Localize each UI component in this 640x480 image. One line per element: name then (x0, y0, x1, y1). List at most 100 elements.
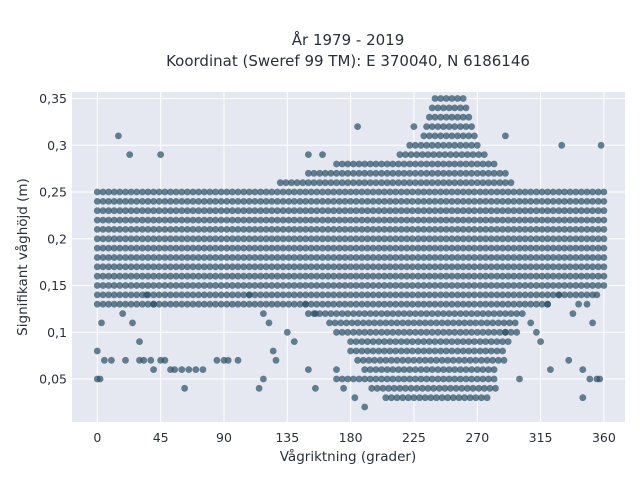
data-point (352, 263, 360, 271)
data-point (442, 216, 450, 224)
data-point (302, 244, 309, 252)
data-point (455, 356, 463, 364)
data-point (510, 216, 518, 224)
data-point (510, 244, 518, 252)
data-point (167, 235, 174, 243)
data-point (572, 272, 580, 280)
data-point (510, 235, 518, 243)
data-point (340, 384, 347, 392)
data-point (268, 254, 276, 261)
data-point (260, 375, 267, 383)
data-point (240, 198, 248, 205)
data-point (352, 272, 360, 280)
data-point (579, 366, 587, 373)
data-point (355, 169, 363, 177)
data-point (184, 226, 191, 233)
data-point (240, 282, 248, 289)
data-point (229, 235, 236, 243)
data-point (431, 207, 439, 215)
data-point (561, 207, 568, 215)
data-point (510, 198, 518, 205)
data-point (366, 160, 374, 168)
data-point (217, 282, 225, 289)
data-point (352, 226, 360, 233)
data-point (533, 263, 540, 271)
data-point (223, 291, 231, 299)
data-point (285, 282, 293, 289)
data-point (343, 319, 350, 327)
data-point (341, 235, 349, 243)
data-point (454, 95, 461, 102)
data-point (302, 226, 309, 233)
data-point (510, 291, 518, 299)
data-point (324, 188, 332, 196)
data-point (457, 310, 464, 317)
data-point (496, 179, 504, 187)
data-point (411, 169, 419, 177)
data-point (462, 310, 470, 317)
data-point (426, 254, 433, 261)
data-point (189, 263, 197, 271)
data-point (414, 188, 422, 196)
data-point (93, 207, 101, 215)
data-point (313, 244, 321, 252)
data-point (521, 254, 529, 261)
data-point (245, 216, 253, 224)
data-point (459, 244, 467, 252)
data-point (290, 272, 298, 280)
data-point (93, 188, 101, 196)
data-point (487, 347, 495, 355)
data-point (116, 244, 124, 252)
data-point (184, 291, 191, 299)
data-point (319, 235, 326, 243)
data-point (234, 356, 242, 364)
data-point (476, 198, 484, 205)
data-point (195, 226, 203, 233)
data-point (257, 188, 264, 196)
data-point (358, 272, 366, 280)
data-point (462, 104, 470, 112)
data-point (172, 244, 180, 252)
data-point (504, 207, 512, 215)
data-point (538, 282, 546, 289)
data-point (313, 226, 321, 233)
data-point (417, 141, 425, 149)
data-point (369, 235, 377, 243)
data-point (454, 216, 461, 224)
data-point (386, 226, 394, 233)
data-point (337, 319, 345, 327)
data-point (499, 282, 506, 289)
data-point (172, 235, 180, 243)
data-point (431, 188, 439, 196)
data-point (392, 216, 399, 224)
data-point (583, 226, 591, 233)
data-point (279, 207, 287, 215)
data-point (161, 300, 169, 308)
data-point (433, 394, 440, 402)
data-point (476, 272, 484, 280)
data-point (381, 338, 388, 345)
data-point (396, 384, 404, 392)
data-point (336, 207, 343, 215)
data-point (471, 235, 478, 243)
data-point (487, 254, 495, 261)
data-point (516, 216, 523, 224)
data-point (296, 235, 304, 243)
data-point (150, 235, 158, 243)
data-point (544, 198, 551, 205)
data-point (344, 310, 352, 317)
data-point (347, 244, 354, 252)
data-point (361, 375, 369, 383)
data-point (381, 207, 388, 215)
data-point (217, 254, 225, 261)
y-tick-label: 0,35 (39, 91, 67, 106)
data-point (468, 160, 475, 168)
data-point (172, 282, 180, 289)
data-point (513, 328, 521, 336)
data-point (313, 188, 321, 196)
data-point (389, 179, 397, 187)
data-point (327, 310, 335, 317)
data-point (449, 319, 457, 327)
data-point (555, 254, 563, 261)
data-point (521, 282, 529, 289)
